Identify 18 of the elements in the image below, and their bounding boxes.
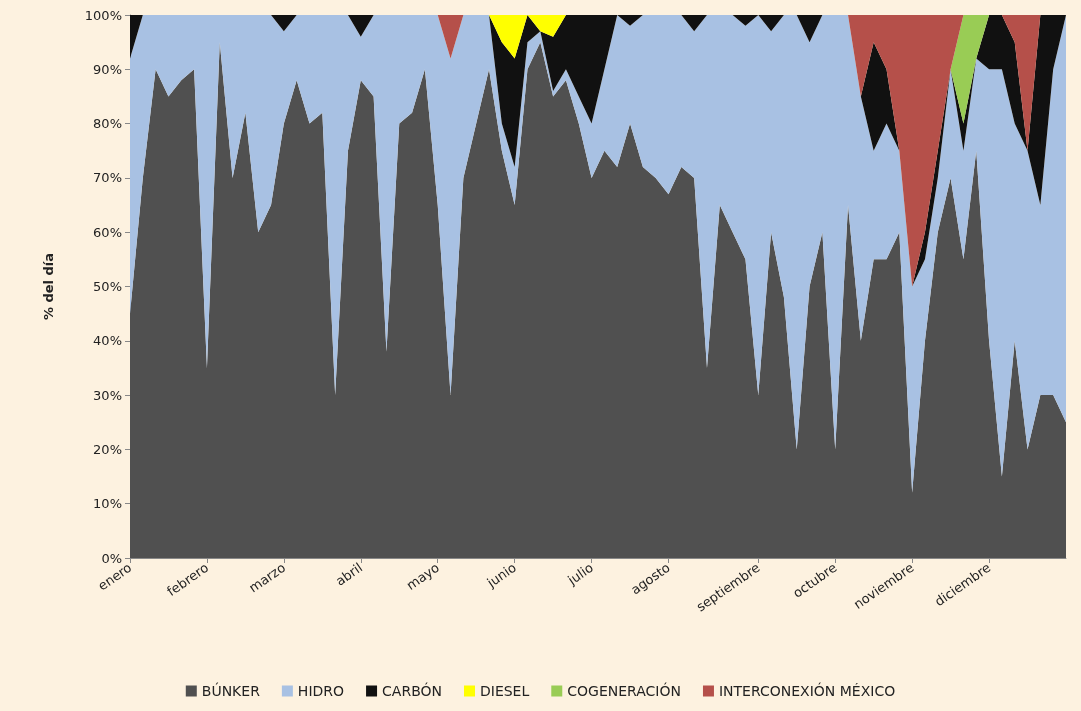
y-tick-label: 10%: [93, 496, 122, 512]
y-tick-label: 70%: [93, 170, 122, 186]
y-axis-title: % del día: [41, 252, 56, 321]
legend-label: BÚNKER: [201, 682, 261, 699]
y-tick-label: 30%: [93, 387, 122, 403]
y-tick-label: 90%: [93, 61, 122, 77]
y-tick-label: 100%: [84, 7, 122, 23]
legend-label: COGENERACIÓN: [567, 682, 681, 699]
legend-label: DIESEL: [479, 683, 530, 699]
y-tick-label: 80%: [93, 116, 122, 132]
legend-label: HIDRO: [297, 683, 345, 699]
y-tick-label: 60%: [93, 224, 122, 240]
y-tick-label: 40%: [93, 333, 122, 349]
legend-label: INTERCONEXIÓN MÉXICO: [718, 682, 896, 699]
y-tick-label: 50%: [93, 279, 122, 294]
legend-label: CARBÓN: [382, 682, 442, 699]
y-tick-label: 20%: [93, 441, 122, 457]
y-tick-label: 0%: [101, 550, 122, 566]
